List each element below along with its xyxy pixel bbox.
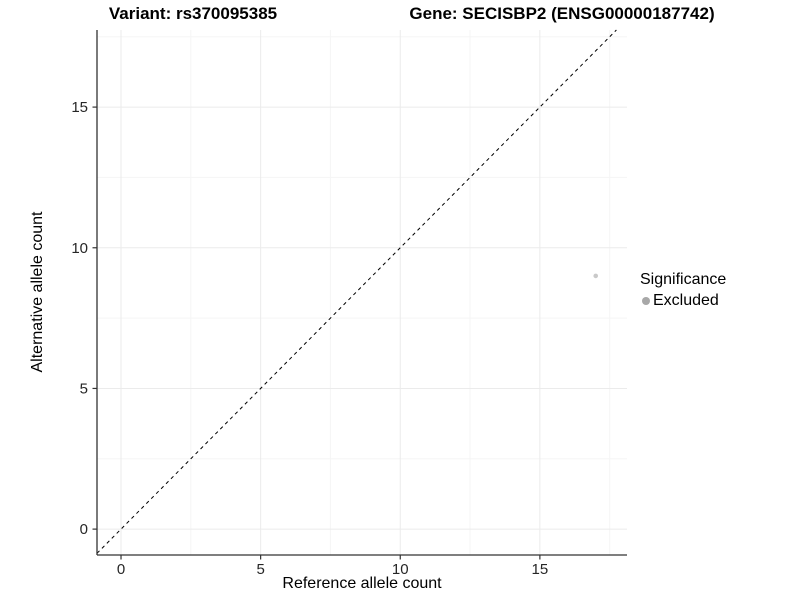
data-point [593, 273, 599, 279]
legend-item-excluded: Excluded [640, 292, 726, 310]
identity-dashed-line [96, 29, 617, 554]
x-tick-label: 0 [117, 561, 125, 578]
legend-item-label: Excluded [653, 292, 719, 309]
y-axis-title: Alternative allele count [29, 211, 46, 373]
legend-title: Significance [640, 271, 727, 288]
plot-title-gene: Gene: SECISBP2 (ENSG00000187742) [409, 4, 715, 23]
x-tick-label: 15 [532, 561, 549, 578]
y-tick-label: 15 [71, 99, 88, 116]
x-tick-label: 5 [256, 561, 264, 578]
plot-title-variant: Variant: rs370095385 [108, 4, 278, 23]
y-tick-label: 10 [71, 240, 88, 257]
y-tick-label: 0 [80, 521, 88, 538]
legend: Significance Excluded [640, 271, 726, 310]
y-tick-label: 5 [80, 380, 88, 397]
x-tick-label: 10 [392, 561, 409, 578]
x-axis-title: Reference allele count [282, 575, 442, 592]
legend-key-dot-icon [642, 297, 650, 305]
